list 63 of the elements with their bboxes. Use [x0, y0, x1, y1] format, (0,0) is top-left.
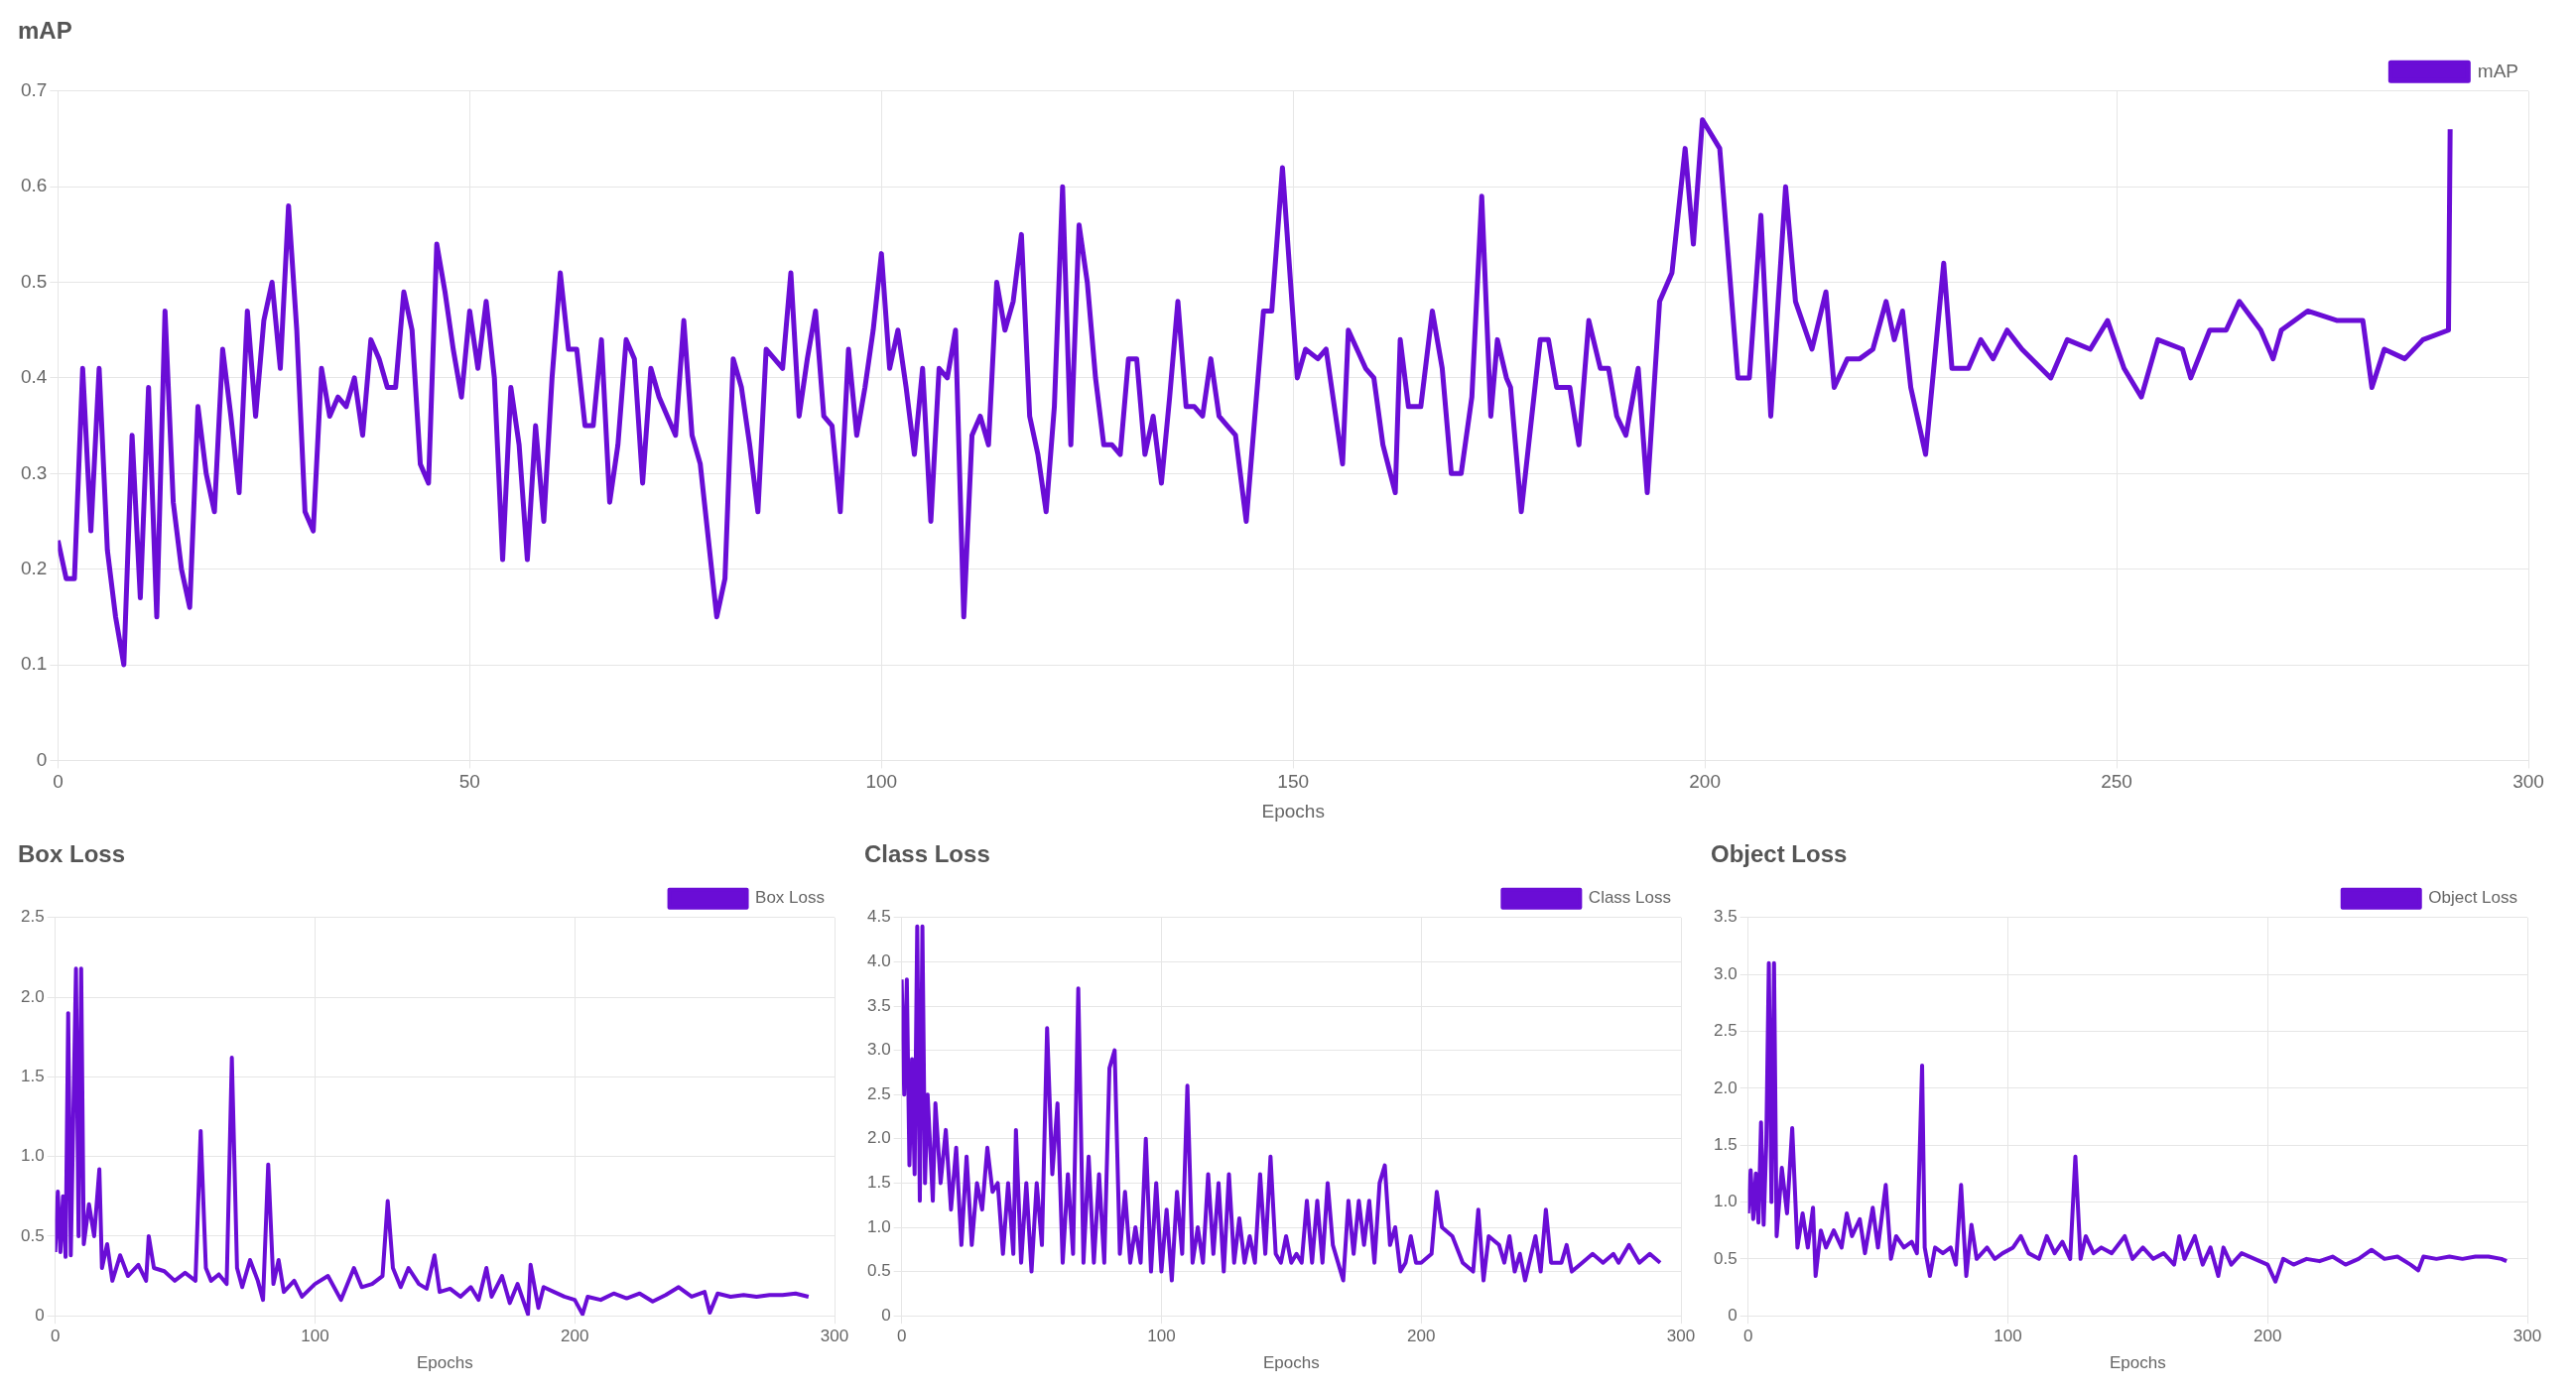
y-tick-label: 2.5 [866, 1083, 891, 1103]
legend-label: mAP [2477, 60, 2519, 81]
chart-title: mAP [18, 17, 72, 45]
x-tick-label: 250 [2101, 771, 2132, 793]
legend-label: Class Loss [1588, 888, 1671, 908]
x-tick-label: 200 [561, 1327, 589, 1346]
x-tick-label: 300 [820, 1327, 849, 1346]
y-tick-label: 3.5 [866, 995, 891, 1015]
x-tick-label: 100 [1994, 1327, 2022, 1346]
chart-title: Class Loss [864, 840, 990, 868]
chart-title: Box Loss [18, 840, 126, 868]
y-tick-label: 0.2 [20, 557, 48, 578]
x-tick-label: 200 [1689, 771, 1721, 793]
x-tick-label: 200 [1407, 1327, 1436, 1346]
y-tick-label: 0.5 [20, 1225, 45, 1245]
y-tick-label: 0.5 [1713, 1248, 1738, 1268]
y-tick-label: 0.5 [866, 1261, 891, 1281]
x-tick-label: 0 [50, 1327, 61, 1346]
y-tick-label: 0 [35, 1305, 45, 1325]
y-tick-label: 0.4 [20, 366, 48, 388]
x-axis-title: Epochs [416, 1353, 473, 1373]
y-tick-label: 1.0 [866, 1216, 891, 1236]
y-tick-label: 0 [881, 1305, 891, 1325]
x-tick-label: 300 [1666, 1327, 1696, 1346]
chart-title: Object Loss [1711, 840, 1848, 868]
y-tick-label: 2.5 [20, 907, 45, 927]
x-axis-title: Epochs [2109, 1353, 2166, 1373]
x-tick-label: 0 [53, 771, 64, 793]
y-tick-label: 0.5 [20, 270, 48, 292]
y-tick-label: 3.0 [1713, 963, 1738, 983]
x-tick-label: 100 [301, 1327, 329, 1346]
legend-label: Object Loss [2428, 888, 2517, 908]
y-tick-label: 0 [36, 748, 48, 770]
y-tick-label: 0.3 [20, 461, 48, 483]
y-tick-label: 0.6 [20, 175, 48, 196]
x-tick-label: 100 [865, 771, 898, 793]
y-tick-label: 2.0 [866, 1128, 891, 1148]
x-tick-label: 50 [458, 771, 480, 793]
y-tick-label: 3.0 [866, 1040, 891, 1060]
x-axis-title: Epochs [1262, 1353, 1320, 1373]
y-tick-label: 1.0 [20, 1146, 45, 1166]
y-tick-label: 0.7 [20, 79, 48, 101]
y-tick-label: 1.5 [866, 1173, 891, 1193]
x-tick-label: 0 [1742, 1327, 1753, 1346]
y-tick-label: 1.5 [1713, 1134, 1738, 1154]
y-tick-label: 0 [1728, 1305, 1738, 1325]
x-axis-title: Epochs [1261, 800, 1325, 822]
legend-label: Box Loss [755, 888, 826, 908]
y-tick-label: 4.5 [866, 907, 891, 927]
x-tick-label: 200 [2254, 1327, 2282, 1346]
x-tick-label: 300 [2512, 771, 2544, 793]
y-tick-label: 1.5 [20, 1067, 45, 1086]
y-tick-label: 3.5 [1713, 907, 1738, 927]
x-tick-label: 0 [896, 1327, 907, 1346]
y-tick-label: 2.0 [1713, 1077, 1738, 1097]
y-tick-label: 2.5 [1713, 1021, 1738, 1041]
y-tick-label: 0.1 [20, 653, 48, 675]
x-tick-label: 150 [1277, 771, 1310, 793]
y-tick-label: 4.0 [866, 951, 891, 971]
y-tick-label: 2.0 [20, 986, 45, 1006]
y-tick-label: 1.0 [1713, 1192, 1738, 1211]
x-tick-label: 300 [2512, 1327, 2542, 1346]
x-tick-label: 100 [1147, 1327, 1176, 1346]
